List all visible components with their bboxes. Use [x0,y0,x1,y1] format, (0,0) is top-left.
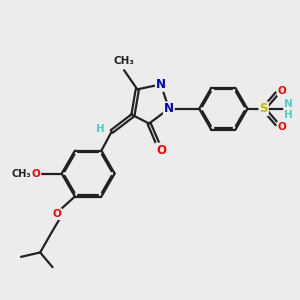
Text: S: S [260,102,268,115]
Text: N: N [164,102,174,115]
Text: N: N [284,99,293,110]
Text: O: O [32,169,40,178]
Text: O: O [156,143,166,157]
Text: CH₃: CH₃ [11,169,31,178]
Text: O: O [278,85,286,95]
Text: O: O [278,122,286,132]
Text: N: N [156,78,166,91]
Text: H: H [284,110,293,120]
Text: O: O [53,209,62,219]
Text: H: H [96,124,105,134]
Text: CH₃: CH₃ [114,56,135,66]
